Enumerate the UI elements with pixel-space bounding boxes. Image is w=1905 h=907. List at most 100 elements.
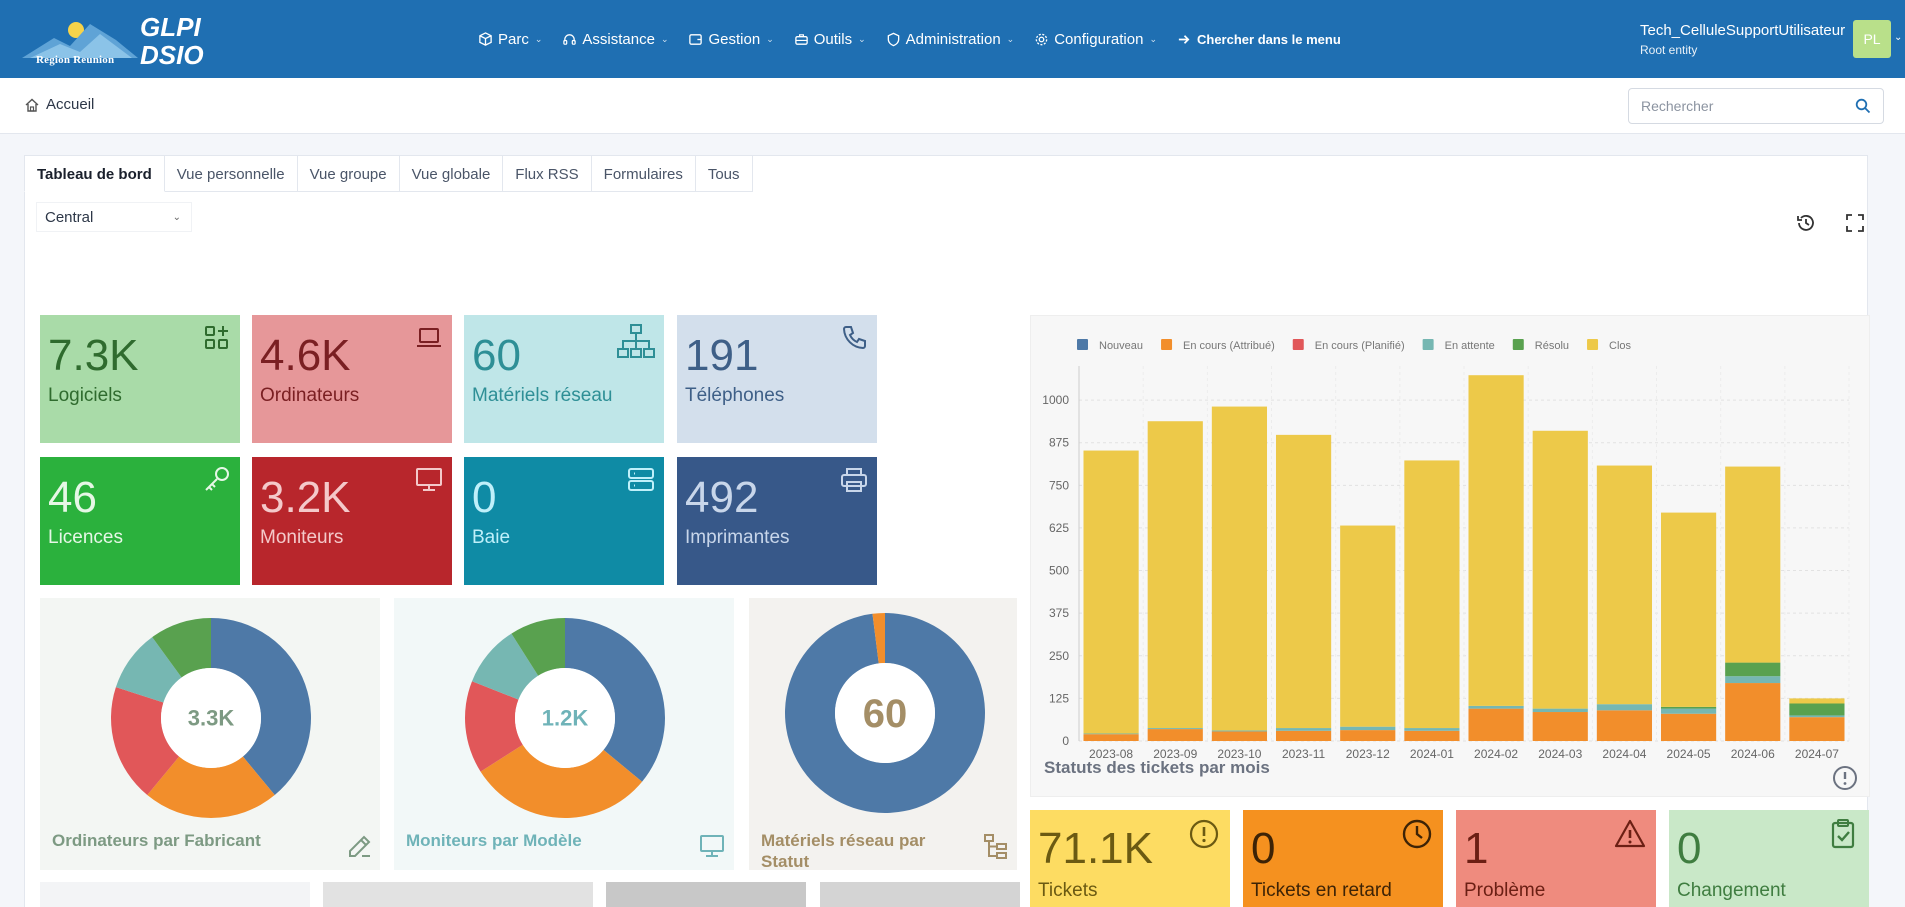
partial-card[interactable] bbox=[323, 882, 593, 907]
search-input[interactable] bbox=[1629, 89, 1839, 123]
bar-segment[interactable] bbox=[1468, 705, 1524, 709]
donut-slice-4[interactable] bbox=[511, 618, 565, 676]
bar-segment[interactable] bbox=[1404, 728, 1460, 731]
breadcrumb[interactable]: Accueil bbox=[24, 96, 94, 113]
donut-slice-1[interactable] bbox=[872, 613, 885, 664]
donut-card-ordinateurs-fabricant[interactable]: 3.3K Ordinateurs par Fabricant bbox=[40, 598, 380, 870]
bar-segment[interactable] bbox=[1789, 717, 1845, 741]
chevron-down-icon[interactable]: ⌄ bbox=[1894, 32, 1903, 43]
avatar[interactable]: PL bbox=[1853, 20, 1891, 58]
bar-segment[interactable] bbox=[1596, 704, 1653, 711]
bar-segment[interactable] bbox=[1660, 512, 1717, 707]
menu-administration[interactable]: Administration ⌄ bbox=[876, 28, 1025, 50]
bar-segment[interactable] bbox=[1789, 698, 1845, 704]
bar-segment[interactable] bbox=[1211, 731, 1268, 741]
bar-segment[interactable] bbox=[1468, 708, 1524, 741]
donut-slice-4[interactable] bbox=[152, 618, 211, 678]
bar-segment[interactable] bbox=[1532, 430, 1588, 709]
bar-segment[interactable] bbox=[1275, 434, 1332, 729]
history-icon[interactable] bbox=[1795, 212, 1817, 234]
bar-segment[interactable] bbox=[1596, 465, 1653, 705]
bar-segment[interactable] bbox=[1275, 730, 1332, 741]
bar-segment[interactable] bbox=[1147, 421, 1203, 729]
bar-segment[interactable] bbox=[1660, 708, 1717, 714]
donut-slice-0[interactable] bbox=[211, 618, 311, 796]
bar-segment[interactable] bbox=[1468, 375, 1524, 706]
bar-segment[interactable] bbox=[1789, 703, 1845, 716]
menu-configuration[interactable]: Configuration ⌄ bbox=[1024, 28, 1167, 50]
donut-card-materiels-statut[interactable]: 60 Matériels réseau par Statut bbox=[749, 598, 1017, 871]
donut-card-moniteurs-modele[interactable]: 1.2K Moniteurs par Modèle bbox=[394, 598, 734, 870]
donut-slice-3[interactable] bbox=[472, 633, 539, 700]
partial-card[interactable] bbox=[40, 882, 310, 907]
card-baie[interactable]: 0 Baie bbox=[464, 457, 664, 585]
bar-segment[interactable] bbox=[1404, 730, 1460, 741]
menu-outils[interactable]: Outils ⌄ bbox=[784, 28, 876, 50]
main-menu: Parc ⌄ Assistance ⌄ Gestion ⌄ Outils ⌄ Admin… bbox=[468, 28, 1351, 50]
card-ordinateurs[interactable]: 4.6K Ordinateurs bbox=[252, 315, 452, 443]
bar-segment[interactable] bbox=[1725, 676, 1781, 684]
card-changement[interactable]: 0 Changement bbox=[1669, 810, 1869, 907]
bar-segment[interactable] bbox=[1083, 734, 1139, 741]
card-licences[interactable]: 46 Licences bbox=[40, 457, 240, 585]
tab-vue-globale[interactable]: Vue globale bbox=[399, 155, 504, 192]
x-tick-label: 2024-04 bbox=[1602, 747, 1646, 761]
tab-formulaires[interactable]: Formulaires bbox=[591, 155, 696, 192]
menu-search-link[interactable]: Chercher dans le menu bbox=[1167, 28, 1351, 50]
card-tickets-en-retard[interactable]: 0 Tickets en retard bbox=[1243, 810, 1443, 907]
bar-segment[interactable] bbox=[1789, 715, 1845, 718]
donut-slice-2[interactable] bbox=[110, 687, 180, 796]
bar-segment[interactable] bbox=[1340, 726, 1396, 731]
tab-tableau-de-bord[interactable]: Tableau de bord bbox=[24, 155, 165, 192]
monitor-icon bbox=[416, 468, 442, 491]
bar-segment[interactable] bbox=[1660, 713, 1717, 741]
menu-label: Outils bbox=[813, 30, 853, 48]
bar-segment[interactable] bbox=[1596, 710, 1653, 741]
card-moniteurs[interactable]: 3.2K Moniteurs bbox=[252, 457, 452, 585]
fullscreen-icon[interactable] bbox=[1844, 212, 1866, 234]
tab-flux-rss[interactable]: Flux RSS bbox=[503, 155, 592, 192]
menu-parc[interactable]: Parc ⌄ bbox=[468, 28, 552, 50]
tab-vue-personnelle[interactable]: Vue personnelle bbox=[164, 155, 298, 192]
bar-segment[interactable] bbox=[1725, 683, 1781, 741]
bar-segment[interactable] bbox=[1147, 729, 1203, 741]
donut-slice-3[interactable] bbox=[115, 637, 182, 703]
donut-slice-2[interactable] bbox=[465, 681, 523, 772]
donut-slice-1[interactable] bbox=[480, 744, 643, 818]
bar-segment[interactable] bbox=[1083, 450, 1139, 734]
search-icon[interactable] bbox=[1855, 98, 1871, 114]
bar-segment[interactable] bbox=[1660, 706, 1717, 709]
bar-segment[interactable] bbox=[1083, 733, 1139, 735]
partial-card[interactable] bbox=[606, 882, 806, 907]
user-menu[interactable]: Tech_CelluleSupportUtilisateur Root enti… bbox=[1640, 22, 1845, 57]
bar-segment[interactable] bbox=[1340, 525, 1396, 727]
bar-segment[interactable] bbox=[1404, 460, 1460, 729]
partial-card[interactable] bbox=[820, 882, 1020, 907]
app-logo[interactable]: Region Reunion GLPI DSIO bbox=[20, 10, 220, 70]
bar-segment[interactable] bbox=[1532, 712, 1588, 741]
bar-segment[interactable] bbox=[1532, 708, 1588, 713]
user-name: Tech_CelluleSupportUtilisateur bbox=[1640, 22, 1846, 39]
bar-segment[interactable] bbox=[1725, 466, 1781, 663]
menu-assistance[interactable]: Assistance ⌄ bbox=[552, 28, 678, 50]
donut-slice-0[interactable] bbox=[785, 613, 985, 813]
bar-segment[interactable] bbox=[1340, 730, 1396, 741]
tab-tous[interactable]: Tous bbox=[695, 155, 753, 192]
bar-segment[interactable] bbox=[1211, 406, 1268, 731]
donut-slice-0[interactable] bbox=[565, 618, 665, 782]
bar-segment[interactable] bbox=[1147, 728, 1203, 730]
menu-gestion[interactable]: Gestion ⌄ bbox=[678, 28, 783, 50]
bar-segment[interactable] bbox=[1725, 662, 1781, 677]
card-telephones[interactable]: 191 Téléphones bbox=[677, 315, 877, 443]
breadcrumb-home[interactable]: Accueil bbox=[46, 96, 95, 113]
tab-vue-groupe[interactable]: Vue groupe bbox=[297, 155, 400, 192]
card-imprimantes[interactable]: 492 Imprimantes bbox=[677, 457, 877, 585]
card-materiels-reseau[interactable]: 60 Matériels réseau bbox=[464, 315, 664, 443]
bar-segment[interactable] bbox=[1275, 728, 1332, 731]
bar-segment[interactable] bbox=[1211, 730, 1268, 732]
card-probleme[interactable]: 1 Problème bbox=[1456, 810, 1656, 907]
dashboard-select[interactable]: Central ⌄ bbox=[36, 202, 192, 232]
card-tickets[interactable]: 71.1K Tickets bbox=[1030, 810, 1230, 907]
card-logiciels[interactable]: 7.3K Logiciels bbox=[40, 315, 240, 443]
donut-slice-1[interactable] bbox=[147, 756, 275, 818]
